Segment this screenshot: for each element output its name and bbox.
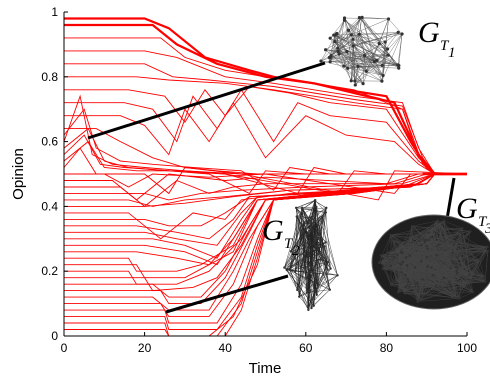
- x-axis-title: Time: [249, 360, 282, 377]
- graph-T2-label: G: [262, 214, 284, 247]
- agent-trajectory-line: [64, 50, 467, 175]
- agent-trajectory-line: [63, 127, 467, 194]
- y-tick-label: 0.2: [41, 264, 58, 278]
- agent-trajectory-line: [64, 173, 467, 227]
- agent-trajectory-line: [64, 173, 467, 272]
- agent-trajectory-line: [63, 140, 467, 194]
- agent-trajectory-line: [64, 173, 467, 207]
- agent-trajectory-line: [64, 63, 467, 175]
- x-tick-label: 100: [457, 341, 477, 355]
- x-tick-label: 60: [299, 341, 313, 355]
- network-T2-icon: [283, 198, 339, 312]
- y-tick-label: 0.8: [41, 70, 58, 84]
- graph-T2-subsubscript: 2: [292, 243, 300, 259]
- x-tick-label: 80: [380, 341, 394, 355]
- agent-trajectory-line: [64, 88, 467, 175]
- agent-trajectory-line: [64, 17, 467, 176]
- x-tick-labels: 0 20 40 60 80 100: [61, 332, 477, 355]
- agent-trajectory-line: [63, 94, 467, 175]
- graph-T1-inset: G T 1: [87, 15, 456, 140]
- x-tick-label: 20: [138, 341, 152, 355]
- network-T3-icon: [371, 214, 490, 310]
- callout-line-T1: [87, 61, 326, 140]
- graph-T2-subscript: T: [284, 236, 294, 252]
- x-tick-label: 40: [219, 341, 233, 355]
- agent-trajectory-line: [63, 134, 467, 194]
- graph-T1-subsubscript: 1: [448, 45, 456, 61]
- agent-trajectory-line: [63, 147, 468, 201]
- opinion-trajectories: [63, 17, 468, 337]
- graph-T1-label: G: [418, 16, 440, 49]
- y-tick-label: 0: [51, 329, 58, 343]
- y-tick-label: 0.4: [41, 199, 58, 213]
- callout-line-T2: [165, 274, 289, 314]
- y-tick-label: 0.6: [41, 135, 58, 149]
- y-tick-labels: 0 0.2 0.4 0.6 0.8 1: [41, 5, 68, 343]
- agent-trajectory-line: [64, 173, 467, 201]
- x-tick-label: 0: [61, 341, 68, 355]
- graph-T3-label: G: [456, 192, 478, 225]
- agent-trajectory-line: [64, 101, 467, 175]
- graph-T3-subscript: T: [478, 214, 488, 230]
- network-T1-icon: [319, 15, 404, 87]
- agent-trajectory-line: [64, 173, 467, 207]
- y-tick-label: 1: [51, 5, 58, 19]
- graph-T2-inset: G T 2: [165, 198, 339, 314]
- axes: [63, 12, 467, 337]
- graph-T3-subsubscript: 3: [484, 221, 490, 237]
- agent-trajectory-line: [64, 37, 467, 175]
- graph-T1-subscript: T: [440, 38, 450, 54]
- y-axis-title: Opinion: [10, 148, 27, 200]
- graph-T3-inset: G T 3: [371, 177, 490, 310]
- agent-trajectory-line: [64, 23, 467, 176]
